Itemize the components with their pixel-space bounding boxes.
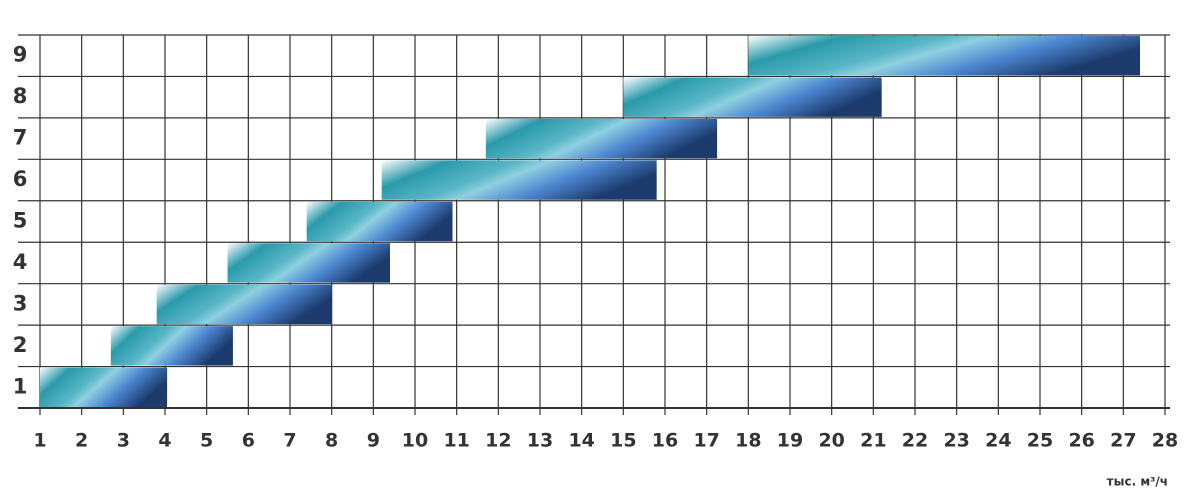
y-category-label: 4 — [13, 250, 28, 274]
y-category-label: 5 — [13, 209, 28, 233]
x-tick-label: 10 — [402, 430, 428, 452]
bar — [623, 77, 882, 117]
x-tick-label: 26 — [1068, 430, 1094, 452]
x-tick-label: 2 — [75, 430, 88, 452]
y-category-label: 2 — [13, 333, 28, 357]
x-tick-label: 5 — [200, 430, 213, 452]
y-category-label: 7 — [13, 126, 28, 150]
x-tick-label: 18 — [735, 430, 761, 452]
x-tick-label: 24 — [985, 430, 1011, 452]
x-tick-label: 12 — [485, 430, 511, 452]
bar — [748, 36, 1140, 76]
x-tick-label: 3 — [117, 430, 130, 452]
x-tick-label: 28 — [1152, 430, 1178, 452]
x-tick-label: 8 — [325, 430, 338, 452]
x-tick-label: 6 — [242, 430, 255, 452]
x-tick-label: 11 — [443, 430, 469, 452]
bar — [227, 243, 390, 283]
x-tick-label: 1 — [33, 430, 46, 452]
x-tick-label: 17 — [693, 430, 719, 452]
x-tick-label: 22 — [902, 430, 928, 452]
x-tick-label: 27 — [1110, 430, 1136, 452]
y-category-label: 1 — [13, 374, 28, 398]
x-tick-label: 25 — [1027, 430, 1053, 452]
x-tick-label: 9 — [367, 430, 380, 452]
x-tick-label: 14 — [568, 430, 594, 452]
y-category-label: 3 — [13, 291, 28, 315]
x-tick-label: 15 — [610, 430, 636, 452]
x-tick-label: 19 — [777, 430, 803, 452]
bar — [40, 367, 168, 407]
x-tick-label: 21 — [860, 430, 886, 452]
bar — [485, 118, 718, 159]
bar — [156, 284, 332, 325]
bar — [110, 326, 233, 366]
bar — [381, 160, 657, 200]
x-tick-label: 20 — [818, 430, 844, 452]
x-tick-label: 13 — [527, 430, 553, 452]
bar — [306, 201, 453, 242]
x-tick-label: 16 — [652, 430, 678, 452]
x-tick-label: 4 — [158, 430, 171, 452]
x-tick-label: 7 — [283, 430, 296, 452]
x-tick-label: 23 — [943, 430, 969, 452]
x-axis-label: тыс. м³/ч — [1107, 475, 1168, 489]
y-category-label: 8 — [13, 84, 28, 108]
y-category-label: 9 — [13, 43, 28, 67]
y-category-label: 6 — [13, 167, 28, 191]
